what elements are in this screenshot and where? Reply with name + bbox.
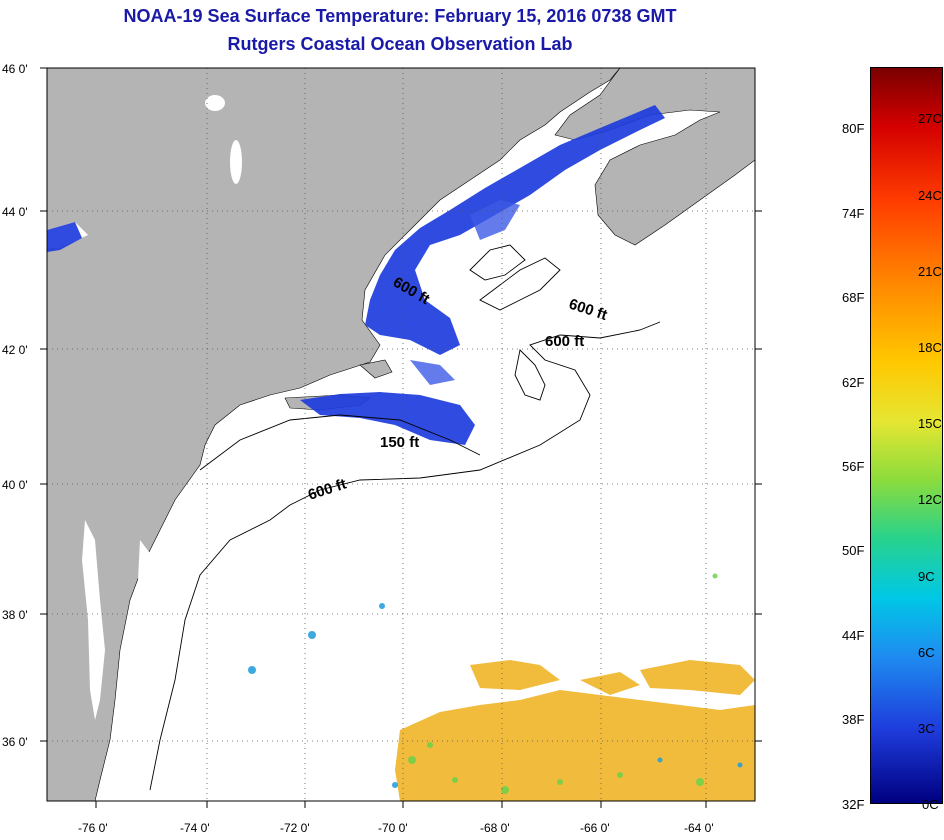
colorbar-f-label: 56F xyxy=(842,459,865,474)
green-speckles xyxy=(408,573,718,794)
warm-water xyxy=(395,660,755,801)
lon-label: -70 0' xyxy=(378,821,408,835)
blue-speckles xyxy=(248,603,743,788)
colorbar-c-label: 3C xyxy=(918,721,935,736)
map-frame xyxy=(46,67,756,802)
delaware-bay xyxy=(138,540,155,600)
land-maritimes xyxy=(554,67,756,246)
light-blue-patches xyxy=(410,200,520,385)
lon-label: -64 0' xyxy=(684,821,714,835)
lat-label: 40 0' xyxy=(2,478,28,492)
lat-label: 44 0' xyxy=(2,205,28,219)
lat-label: 42 0' xyxy=(2,343,28,357)
colorbar-c-label: 21C xyxy=(918,264,942,279)
colorbar-c-label: 12C xyxy=(918,492,942,507)
colorbar-f-label: 38F xyxy=(842,712,865,727)
lat-label: 46 0' xyxy=(2,62,28,76)
temperature-colorbar xyxy=(870,67,943,804)
colorbar-f-label: 74F xyxy=(842,206,865,221)
lon-label: -74 0' xyxy=(180,821,210,835)
colorbar-f-label: 32F xyxy=(842,797,865,812)
colorbar-c-label: 15C xyxy=(918,416,942,431)
colorbar-f-label: 80F xyxy=(842,121,865,136)
colorbar-f-label: 68F xyxy=(842,290,865,305)
colorbar-c-label: 24C xyxy=(918,188,942,203)
colorbar-c-label: 18C xyxy=(918,340,942,355)
colorbar-c-label: 27C xyxy=(918,111,942,126)
tick-marks xyxy=(40,67,762,808)
land-cape-cod xyxy=(359,359,393,379)
colorbar-c-label: 6C xyxy=(918,645,935,660)
colorbar-c-label: 9C xyxy=(918,569,935,584)
colorbar-c-label: 0C xyxy=(922,797,939,812)
lon-label: -68 0' xyxy=(480,821,510,835)
cold-water xyxy=(47,105,665,445)
chesapeake-bay xyxy=(82,520,105,720)
land-mainland xyxy=(46,67,621,802)
colorbar-f-label: 44F xyxy=(842,628,865,643)
colorbar-f-label: 50F xyxy=(842,543,865,558)
map-subtitle: Rutgers Coastal Ocean Observation Lab xyxy=(227,34,573,54)
contours xyxy=(149,244,661,791)
lat-label: 36 0' xyxy=(2,735,28,749)
colorbar-f-label: 62F xyxy=(842,375,865,390)
lat-label: 38 0' xyxy=(2,608,28,622)
graticule xyxy=(47,68,755,801)
map-title: NOAA-19 Sea Surface Temperature: Februar… xyxy=(123,6,677,26)
contour-label: 150 ft xyxy=(380,434,419,451)
lon-label: -66 0' xyxy=(580,821,610,835)
lon-label: -72 0' xyxy=(280,821,310,835)
lon-label: -76 0' xyxy=(78,821,108,835)
contour-label: 600 ft xyxy=(545,333,584,350)
